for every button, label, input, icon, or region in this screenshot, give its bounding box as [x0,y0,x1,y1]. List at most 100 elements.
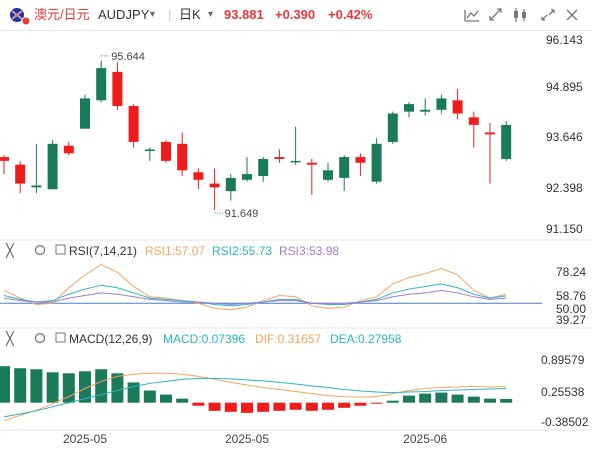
macd-axis-label: 0.25538 [541,385,585,399]
macd-bar [111,373,124,403]
macd-legend-item: DIF:0.31657 [255,332,321,346]
rsi-axis-label: 78.24 [556,265,586,279]
rsi-name: RSI(7,14,21) [69,244,137,258]
dea-line [3,377,507,418]
draw-tool-icon[interactable] [486,6,506,24]
candle-body [31,185,42,188]
hide-indicator-icon: ╳ [5,330,15,347]
hide-indicator-icon: ╳ [5,242,15,259]
macd-bar [208,402,221,411]
candle-body [144,149,155,152]
macd-bar [500,398,513,403]
timeframe-selector[interactable]: 日K [179,7,201,22]
macd-bar [273,402,286,411]
rsi-legend: ╳ RSI(7,14,21) RSI1:57.07 RSI2:55.73 RSI3:53… [5,242,339,259]
macd-bar [160,394,172,403]
candle-body [420,109,431,112]
candle-body [387,113,398,142]
macd-histogram [0,366,513,413]
macd-bar [30,369,43,403]
macd-bar [46,372,59,403]
fullscreen-icon[interactable] [538,6,558,24]
macd-axis-label: 0.89579 [541,353,585,367]
candle-body [436,98,447,110]
candles [0,60,512,211]
candle-body [225,177,236,192]
price-axis-label: 94.895 [546,80,583,94]
macd-bar [79,371,91,403]
indicator-icon[interactable] [462,6,482,24]
macd-bar [484,398,496,403]
candle-body [47,143,58,190]
macd-bar [322,402,334,410]
candle-body [112,71,123,106]
current-price: 93.881 [224,7,264,22]
rsi-axis-label: 39.27 [556,313,586,327]
candle-body [404,104,414,112]
candle-body [80,98,90,129]
candle-body [274,157,285,159]
rsi-legend-item: RSI2:55.73 [212,244,272,258]
price-axis-label: 91.150 [546,222,583,236]
rsi-legend-item: RSI1:57.07 [145,244,205,258]
macd-axis-label: -0.38502 [541,415,589,429]
chevron-down-icon[interactable]: ▾ [150,9,156,20]
candle-body [258,158,269,177]
price-axis-label: 96.143 [546,33,583,47]
macd-name: MACD(12,26,9) [69,332,152,346]
macd-bar [0,366,10,403]
timeframe-chevron-icon[interactable]: ▾ [208,9,214,20]
price-change-percent: +0.42% [328,7,373,22]
macd-bar [386,400,399,403]
macd-bar [435,392,448,403]
rsi-line-1 [3,264,507,311]
macd-bar [241,402,253,413]
candle-body [452,100,463,114]
divider: | [168,7,172,22]
candle-body [242,174,252,180]
close-icon[interactable] [562,6,582,24]
indicator-box-icon [55,332,66,343]
date-axis-label: 2025-06 [403,432,447,446]
candle-body [339,157,350,178]
candle-body [161,141,171,161]
indicator-box-icon [55,244,66,255]
macd-legend-item: DEA:0.27958 [330,332,402,346]
macd-legend-item: MACD:0.07396 [163,332,245,346]
macd-bar [467,396,480,403]
macd-bar [289,402,302,410]
dif-line [3,372,507,421]
candle-body [128,105,139,142]
rsi-legend-item: RSI3:53.98 [279,244,339,258]
macd-bar [338,402,351,408]
candle-body [0,157,9,161]
price-change: +0.390 [275,7,316,22]
date-axis-label: 2025-05 [225,432,269,446]
symbol-label[interactable]: AUDJPY [98,7,150,22]
date-axis-label: 2025-05 [63,432,107,446]
rsi-line-3 [3,289,507,306]
flag-icon [8,0,31,30]
rsi-axis-label: 58.76 [556,289,586,303]
macd-bar [224,402,237,412]
candle-body [209,183,220,188]
candle-body [193,172,204,180]
macd-bar [176,398,189,403]
candle-body [177,143,188,171]
price-axis-label: 92.398 [546,181,583,195]
macd-bar [192,402,205,406]
candle-body [355,157,366,163]
candle-style-icon[interactable] [510,6,530,24]
candle-body [485,132,495,135]
settings-gear-icon [34,332,46,344]
chart-header: 澳元/日元 AUDJPY ▾ | 日K ▾ 93.881 +0.390 +0.4… [0,0,592,31]
high-label: 95.644 [111,51,145,63]
candle-body [468,117,479,125]
candle-body [501,124,512,159]
macd-bar [14,368,27,403]
macd-bar [403,395,415,403]
low-label: 91.649 [225,208,259,220]
pair-name[interactable]: 澳元/日元 [34,7,90,22]
